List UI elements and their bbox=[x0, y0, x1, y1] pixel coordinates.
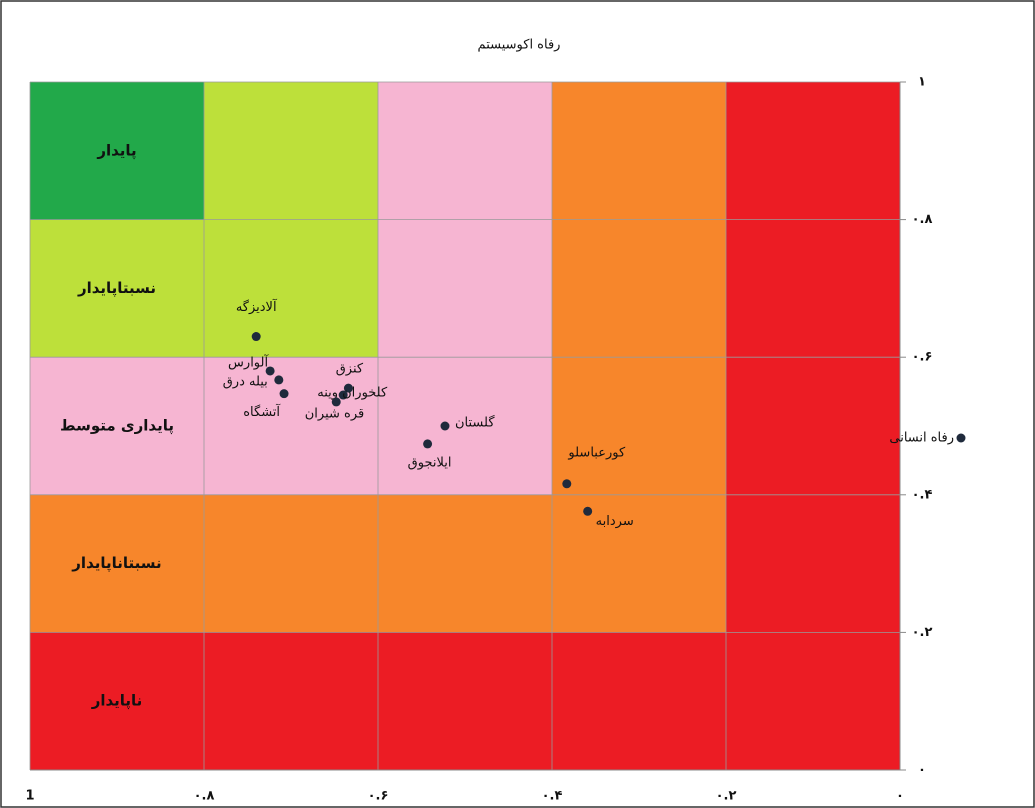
zone-cell bbox=[30, 494, 204, 633]
point bbox=[583, 506, 593, 516]
zone-cell bbox=[204, 219, 378, 358]
point-label: ایلانجوق bbox=[408, 455, 452, 470]
zone-cell bbox=[378, 632, 552, 770]
zone-cell bbox=[30, 82, 204, 220]
zone-label: پایدار bbox=[96, 141, 136, 160]
zone-cell bbox=[30, 632, 204, 770]
y-tick-label: ۰.۲ bbox=[912, 625, 933, 640]
point bbox=[440, 421, 450, 431]
point bbox=[562, 479, 572, 489]
chart-title: رفاه اکوسیستم bbox=[478, 38, 561, 53]
zone-cell bbox=[552, 82, 726, 220]
zone-label: نسبتاپایدار bbox=[77, 279, 156, 298]
x-tick-label: ۰.۸ bbox=[194, 789, 215, 804]
point-label: بیله درق bbox=[223, 374, 268, 389]
zone-cell bbox=[378, 357, 552, 495]
zone-cell bbox=[552, 219, 726, 358]
point-label: آلوارس bbox=[228, 353, 269, 370]
point bbox=[274, 375, 284, 385]
y-tick-label: ۰ bbox=[918, 763, 926, 778]
zone-cell bbox=[378, 494, 552, 633]
zone-label: ناپایدار bbox=[91, 692, 143, 711]
zone-cell bbox=[726, 632, 900, 770]
point bbox=[423, 439, 433, 449]
zone-cell bbox=[204, 357, 378, 495]
zone-cell bbox=[204, 632, 378, 770]
x-tick-label: ۰.۲ bbox=[716, 789, 737, 804]
zone-cell bbox=[552, 632, 726, 770]
zone-cell bbox=[378, 82, 552, 220]
x-tick-label: ۰.۶ bbox=[368, 789, 389, 804]
point-label: سردابه bbox=[596, 514, 634, 529]
grid: 1 ۰.۸ ۰.۶ ۰.۴ ۰.۲ ۰۰ ۰.۲ ۰.۴ ۰.۶ ۰.۸ ۱ bbox=[25, 75, 932, 804]
y-tick-label: ۱ bbox=[918, 75, 926, 90]
zone-cell bbox=[204, 494, 378, 633]
zone-cell bbox=[726, 494, 900, 633]
zone-label: پایداری متوسط bbox=[60, 417, 174, 436]
zone-cell bbox=[552, 494, 726, 633]
point-label: کنزق bbox=[336, 362, 364, 377]
zone-cell bbox=[726, 82, 900, 220]
zone-label: نسبتاناپایدار bbox=[71, 554, 161, 573]
zone-cell bbox=[204, 82, 378, 220]
point bbox=[251, 332, 261, 342]
point-label: آتشگاه bbox=[243, 403, 281, 420]
point bbox=[279, 389, 289, 399]
zone-cell bbox=[552, 357, 726, 495]
point-label: کلخوران وینه bbox=[317, 386, 388, 401]
point bbox=[338, 390, 348, 400]
y-tick-label: ۰.۴ bbox=[912, 487, 933, 502]
zone-cell bbox=[30, 219, 204, 358]
point-label: گلستان bbox=[455, 415, 495, 431]
points: آلادیزگه آلوارس بیله درق آتشگاه کنزق کلخوران … bbox=[223, 298, 634, 529]
x-tick-label: ۰.۴ bbox=[542, 789, 563, 804]
point bbox=[343, 383, 353, 393]
zones: ناپایدار نسبتاناپایدار پایداری متوسط نسبتاپ… bbox=[30, 82, 900, 770]
x-tick-label: 1 bbox=[25, 789, 34, 804]
x-tick-label: ۰ bbox=[896, 789, 904, 804]
point-label: قره شیران bbox=[305, 406, 364, 421]
point bbox=[331, 397, 341, 407]
legend-marker bbox=[956, 433, 966, 443]
zone-cell bbox=[726, 219, 900, 358]
zone-cell bbox=[378, 219, 552, 358]
legend-label: رفاه انسانی bbox=[889, 431, 954, 446]
zone-cell bbox=[30, 357, 204, 495]
point bbox=[265, 366, 275, 376]
zone-cell bbox=[726, 357, 900, 495]
y-tick-label: ۰.۶ bbox=[912, 350, 933, 365]
point-label: کورعباسلو bbox=[567, 445, 626, 460]
point-label: آلادیزگه bbox=[236, 298, 278, 315]
y-tick-label: ۰.۸ bbox=[912, 212, 933, 227]
